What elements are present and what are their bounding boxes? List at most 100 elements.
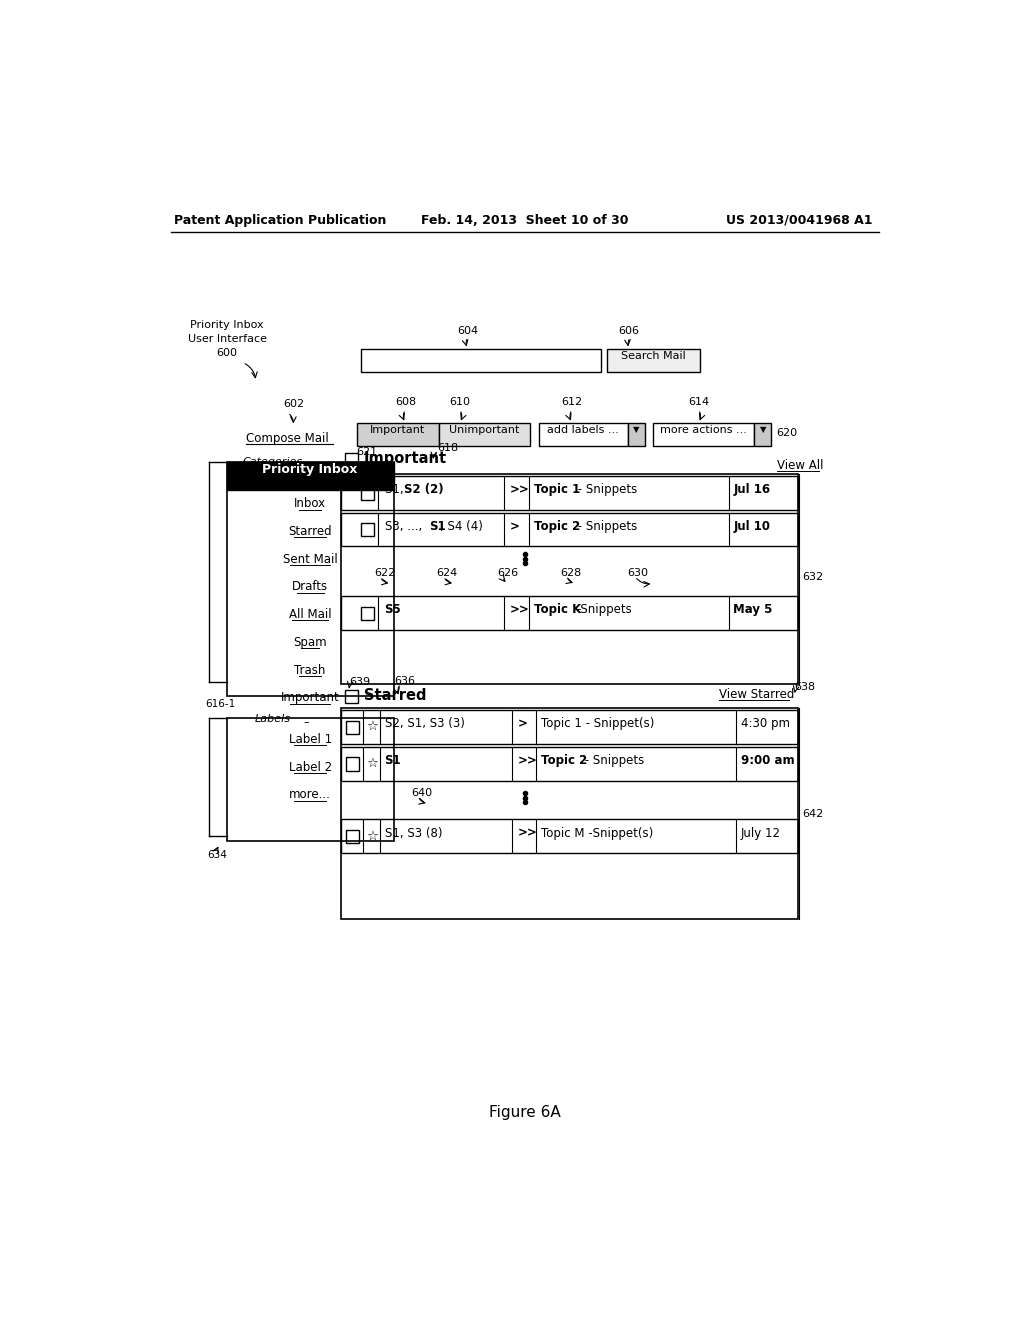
- Text: Unimportant: Unimportant: [450, 425, 520, 434]
- Text: >: >: [518, 718, 527, 730]
- Text: View All: View All: [777, 459, 824, 471]
- Text: Jul 10: Jul 10: [733, 520, 770, 533]
- Text: Important: Important: [370, 425, 425, 434]
- Text: add labels ...: add labels ...: [547, 425, 618, 434]
- Bar: [628, 424, 645, 446]
- Text: >>: >>: [518, 755, 538, 767]
- Bar: [341, 512, 799, 546]
- Text: >: >: [510, 520, 520, 533]
- Bar: [345, 453, 358, 466]
- Text: Starred: Starred: [364, 688, 426, 704]
- Bar: [346, 758, 359, 771]
- Text: User Interface: User Interface: [187, 334, 266, 345]
- Bar: [360, 350, 601, 372]
- Text: S2, S1, S3 (3): S2, S1, S3 (3): [385, 718, 465, 730]
- Text: - Snippets: - Snippets: [574, 520, 638, 533]
- Text: 618: 618: [437, 444, 459, 453]
- Text: >>: >>: [510, 483, 529, 496]
- Bar: [341, 708, 799, 919]
- Text: S1: S1: [429, 520, 445, 533]
- Bar: [341, 595, 799, 630]
- Text: , S4 (4): , S4 (4): [440, 520, 483, 533]
- Text: Important: Important: [281, 692, 340, 705]
- Text: Important: Important: [364, 451, 446, 466]
- Text: 612: 612: [561, 397, 583, 407]
- Text: ▼: ▼: [760, 425, 766, 434]
- Bar: [341, 818, 799, 853]
- Text: 626: 626: [498, 568, 519, 578]
- Bar: [346, 830, 359, 843]
- Bar: [361, 607, 375, 619]
- Bar: [346, 721, 359, 734]
- Bar: [227, 718, 394, 841]
- Text: 600: 600: [217, 348, 238, 358]
- Text: Label 2: Label 2: [289, 760, 332, 774]
- Text: S3, ...,: S3, ...,: [385, 520, 426, 533]
- Bar: [227, 462, 394, 696]
- Text: 606: 606: [618, 326, 639, 337]
- Text: 642: 642: [802, 809, 823, 820]
- Text: Patent Application Publication: Patent Application Publication: [174, 214, 387, 227]
- Bar: [653, 424, 755, 446]
- Text: 9:00 am: 9:00 am: [741, 755, 795, 767]
- Text: ▼: ▼: [633, 425, 640, 434]
- Text: Topic 2: Topic 2: [535, 520, 581, 533]
- Text: 640: 640: [412, 788, 433, 799]
- Text: Topic 1: Topic 1: [535, 483, 581, 496]
- Text: May 5: May 5: [733, 603, 773, 616]
- Text: View Starred: View Starred: [719, 688, 795, 701]
- Text: –: –: [303, 718, 309, 727]
- Text: Trash: Trash: [295, 664, 326, 677]
- Text: Priority Inbox: Priority Inbox: [190, 321, 264, 330]
- Text: Topic K: Topic K: [535, 603, 582, 616]
- Text: S1, S3 (8): S1, S3 (8): [385, 826, 442, 840]
- Text: July 12: July 12: [741, 826, 781, 840]
- Text: Search Mail: Search Mail: [622, 351, 686, 360]
- Text: Sent Mail: Sent Mail: [283, 553, 338, 566]
- Text: >>: >>: [518, 826, 538, 840]
- Text: S1: S1: [385, 755, 401, 767]
- Text: All Mail: All Mail: [289, 609, 332, 622]
- Text: - Snippets: - Snippets: [582, 755, 645, 767]
- Text: more actions ...: more actions ...: [660, 425, 748, 434]
- Text: Topic 1 - Snippet(s): Topic 1 - Snippet(s): [541, 718, 654, 730]
- Text: S2 (2): S2 (2): [403, 483, 443, 496]
- Bar: [755, 424, 771, 446]
- Bar: [361, 523, 375, 536]
- Text: Topic 2: Topic 2: [541, 755, 588, 767]
- Text: 638: 638: [795, 682, 816, 692]
- Bar: [607, 350, 700, 372]
- Text: ☆: ☆: [366, 721, 378, 733]
- Text: 4:30 pm: 4:30 pm: [741, 718, 791, 730]
- Text: 620: 620: [776, 428, 797, 437]
- Text: 608: 608: [395, 397, 416, 407]
- Text: Categories: Categories: [243, 457, 302, 467]
- Text: 639: 639: [349, 677, 371, 688]
- Text: –: –: [306, 461, 312, 470]
- Text: Drafts: Drafts: [292, 581, 328, 594]
- Text: more...: more...: [289, 788, 331, 801]
- Text: >>: >>: [510, 603, 529, 616]
- Text: 624: 624: [436, 568, 458, 578]
- Text: S5: S5: [385, 603, 401, 616]
- Bar: [227, 462, 394, 490]
- Text: 616-1: 616-1: [206, 700, 236, 709]
- Bar: [341, 474, 799, 684]
- Bar: [341, 475, 799, 510]
- Text: 614: 614: [688, 397, 709, 407]
- Bar: [361, 486, 375, 499]
- Text: ☆: ☆: [366, 758, 378, 770]
- Text: 628: 628: [560, 568, 582, 578]
- Bar: [341, 747, 799, 780]
- Text: - Snippets: - Snippets: [574, 483, 638, 496]
- Text: 632: 632: [802, 573, 823, 582]
- Text: 634: 634: [207, 850, 227, 859]
- Text: Compose Mail: Compose Mail: [246, 432, 329, 445]
- Text: Label 1: Label 1: [289, 733, 332, 746]
- Text: 622: 622: [375, 568, 395, 578]
- Bar: [345, 689, 358, 702]
- Text: 630: 630: [627, 568, 648, 578]
- Text: S1,: S1,: [385, 483, 407, 496]
- Text: 636: 636: [394, 676, 416, 686]
- Text: 602: 602: [283, 400, 304, 409]
